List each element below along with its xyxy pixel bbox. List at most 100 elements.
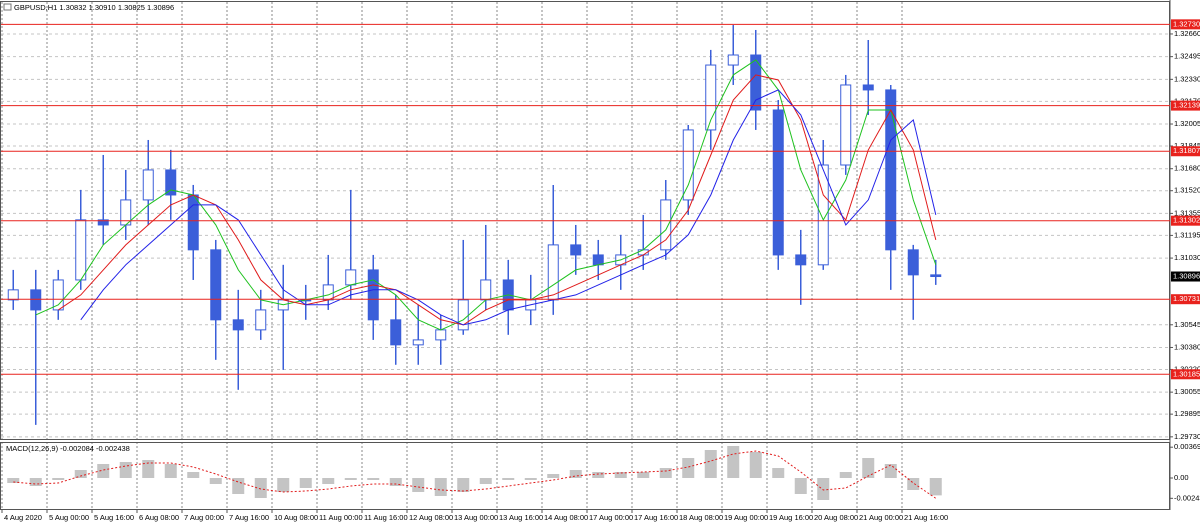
macd-bar: [502, 478, 515, 480]
candle-body: [97, 219, 109, 226]
x-tick-label: 7 Aug 00:00: [184, 513, 224, 522]
macd-bar: [704, 450, 717, 478]
level-label: 1.30731: [1173, 294, 1200, 303]
macd-bar: [682, 458, 695, 478]
macd-bar: [772, 468, 785, 478]
macd-bar: [547, 474, 560, 478]
macd-bar: [884, 464, 897, 478]
candle-body: [930, 274, 942, 278]
x-tick-label: 17 Aug 16:00: [634, 513, 678, 522]
x-tick-label: 12 Aug 08:00: [409, 513, 453, 522]
x-tick-label: 14 Aug 08:00: [544, 513, 588, 522]
macd-bar: [569, 470, 582, 478]
x-tick-label: 10 Aug 08:00: [274, 513, 318, 522]
current-price-box: [1171, 271, 1200, 282]
macd-bar: [817, 478, 830, 500]
overlay-layer: 4 Aug 2020 5 Aug 00:00 5 Aug 16:00 6 Aug 08…: [1, 19, 1200, 522]
y-tick-label: 1.31030: [1174, 253, 1200, 262]
x-tick-label: 18 Aug 08:00: [679, 513, 723, 522]
macd-bar: [209, 478, 222, 484]
macd-bar: [142, 460, 155, 478]
macd-bar: [929, 478, 942, 496]
current-price-label: 1.30896: [1173, 271, 1200, 280]
y-tick-label: 1.30220: [1174, 364, 1200, 373]
level-label-box: [1171, 294, 1200, 305]
macd-bar: [344, 478, 357, 480]
y-tick-label: 1.30380: [1174, 342, 1200, 351]
macd-bar: [434, 478, 447, 496]
x-tick-label: 13 Aug 00:00: [454, 513, 498, 522]
level-label-box: [1171, 215, 1200, 226]
candle-body: [817, 164, 829, 266]
y-tick-label: -0.002438: [1174, 493, 1200, 502]
macd-bar: [592, 472, 605, 478]
x-tick-label: 5 Aug 16:00: [94, 513, 134, 522]
x-tick-label: 6 Aug 08:00: [139, 513, 179, 522]
candle-body: [345, 269, 357, 286]
y-tick-label: 1.30545: [1174, 320, 1200, 329]
macd-bar: [299, 478, 312, 488]
y-tick-label: 0.003696: [1174, 442, 1200, 451]
x-tick-label: 5 Aug 00:00: [49, 513, 89, 522]
macd-bar: [7, 478, 20, 483]
x-tick-label: 11 Aug 00:00: [319, 513, 363, 522]
candle-body: [255, 309, 267, 331]
macd-bar: [164, 464, 177, 478]
macd-bar: [839, 472, 852, 478]
candle-body: [187, 194, 199, 251]
y-tick-label: 1.29895: [1174, 409, 1200, 418]
macd-bar: [749, 452, 762, 478]
y-tick-label: 1.31845: [1174, 141, 1200, 150]
macd-bar: [52, 478, 65, 480]
candle-body: [547, 244, 559, 301]
candle-body: [705, 64, 717, 131]
candle-body: [30, 289, 42, 311]
moving-average-line: [80, 89, 937, 326]
macd-bar: [389, 478, 402, 486]
y-tick-label: 1.31520: [1174, 186, 1200, 195]
candle-body: [907, 249, 919, 276]
y-tick-label: 1.31195: [1174, 230, 1200, 239]
level-label-box: [1171, 146, 1200, 157]
candle-body: [727, 54, 739, 66]
signal-line: [13, 450, 937, 499]
macd-bar: [29, 478, 42, 486]
candle-body: [412, 339, 424, 346]
macd-bar: [367, 478, 380, 480]
macd-bar: [412, 478, 425, 492]
level-label-box: [1171, 19, 1200, 30]
y-tick-label: 1.32005: [1174, 119, 1200, 128]
macd-bar: [862, 458, 875, 478]
y-tick-label: 1.31355: [1174, 208, 1200, 217]
x-tick-label: 21 Aug 00:00: [859, 513, 903, 522]
macd-bar: [232, 478, 245, 494]
candle-body: [367, 269, 379, 321]
x-tick-label: 19 Aug 16:00: [769, 513, 813, 522]
y-tick-label: 1.31680: [1174, 164, 1200, 173]
macd-bar: [457, 478, 470, 492]
candle-body: [52, 279, 64, 311]
y-tick-label: 0.00: [1174, 473, 1189, 482]
x-tick-label: 13 Aug 16:00: [499, 513, 543, 522]
candle-body: [682, 129, 694, 201]
macd-bar: [97, 464, 110, 478]
candle-body: [592, 254, 604, 266]
macd-bar: [659, 468, 672, 478]
chart-title: GBPUSD,H1 1.30832 1.30910 1.30825 1.3089…: [14, 3, 174, 12]
moving-average-line: [35, 59, 937, 331]
x-tick-label: 17 Aug 00:00: [589, 513, 633, 522]
candle-body: [7, 289, 19, 301]
candle-body: [232, 319, 244, 331]
y-tick-label: 1.32660: [1174, 29, 1200, 38]
candle-body: [480, 279, 492, 301]
symbol-icon: [3, 3, 12, 11]
macd-bar: [254, 478, 267, 498]
candle-body: [165, 169, 177, 196]
candle-body: [435, 329, 447, 341]
macd-bar: [74, 470, 87, 478]
x-tick-label: 21 Aug 16:00: [904, 513, 948, 522]
macd-bar: [637, 472, 650, 478]
x-tick-label: 19 Aug 00:00: [724, 513, 768, 522]
level-label-box: [1171, 100, 1200, 111]
